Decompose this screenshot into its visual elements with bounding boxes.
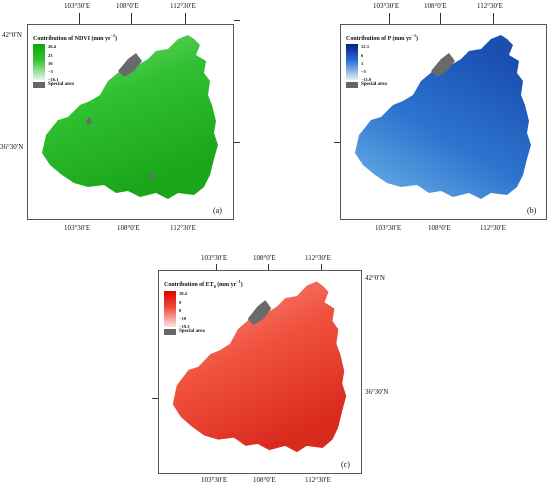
legend-value: 6 [361,53,364,58]
legend-ndvi: Contribution of NDVI (mm yr−1) 26.4 23 1… [33,33,117,90]
lon-label-bottom: 108°0′E [117,224,140,232]
legend-value: 0 [179,308,182,314]
legend-value: −10 [179,316,187,322]
legend-value: 9 [179,300,182,306]
tick [268,264,269,270]
lon-label-top: 112°30′E [170,2,196,10]
legend-value: 10 [48,61,53,66]
legend-title: Contribution of ET0 (mm yr−1) [164,279,243,290]
lon-label-top: 108°0′E [424,2,447,10]
legend-et0: Contribution of ET0 (mm yr−1) 18.4 9 0 −… [164,279,243,337]
special-area-swatch [164,329,176,336]
map-panel-a: Contribution of NDVI (mm yr−1) 26.4 23 1… [27,24,234,220]
panel-tag-a: (a) [213,206,222,215]
tick [334,142,340,143]
loess-plateau-et0-map [172,281,347,453]
panel-tag-b: (b) [527,206,537,215]
lon-label-top: 108°0′E [116,2,139,10]
legend-title: Contribution of NDVI (mm yr−1) [33,33,117,42]
legend-min-value: −19.3 [179,324,190,330]
lon-label-top: 103°30′E [64,2,91,10]
lon-label-top: 103°30′E [373,2,400,10]
lat-label-right: 42°0′N [365,274,385,282]
legend-value: 23 [48,53,53,58]
legend-value: −3 [48,69,53,74]
tick [321,264,322,270]
legend-value: −5 [361,69,366,74]
lon-label-top: 103°30′E [201,254,228,262]
special-area-label: Special area [179,329,205,335]
tick [440,13,441,24]
lon-label-bottom: 108°0′E [253,476,276,484]
legend-max-value: 18.4 [179,291,187,297]
map-panel-c: Contribution of ET0 (mm yr−1) 18.4 9 0 −… [158,270,362,474]
lon-label-top: 112°30′E [477,2,503,10]
tick [493,13,494,24]
legend-value: 1 [361,61,364,66]
tick [79,13,80,24]
loess-plateau-ndvi-map [42,35,218,199]
legend-max-value: 12.3 [361,44,369,49]
lon-label-bottom: 103°30′E [375,224,402,232]
legend-min-value: −16.1 [48,77,59,82]
legend-min-value: −11.0 [361,77,372,82]
tick [152,398,158,399]
map-panel-b: Contribution of P (mm yr−1) 12.3 6 1 −5 … [340,24,547,220]
special-area-swatch [346,82,358,88]
tick [389,13,390,24]
lon-label-bottom: 112°30′E [305,476,331,484]
lon-label-top: 112°30′E [305,254,331,262]
lon-label-bottom: 112°30′E [480,224,506,232]
legend-color-bar [164,291,176,328]
lat-label-left: 36°30′N [0,143,24,151]
tick [234,20,240,21]
lat-label-right: 36°30′N [365,388,389,396]
special-area-label: Special area [48,82,74,87]
legend-color-bar [33,44,45,80]
tick [185,13,186,24]
legend-title: Contribution of P (mm yr−1) [346,33,418,42]
lon-label-bottom: 103°30′E [64,224,91,232]
lon-label-bottom: 103°30′E [201,476,228,484]
special-area-swatch [33,82,45,88]
lat-label-left: 42°0′N [2,31,22,39]
legend-max-value: 26.4 [48,44,56,49]
tick [216,264,217,270]
loess-plateau-precip-map [355,35,531,199]
lon-label-top: 108°0′E [253,254,276,262]
lon-label-bottom: 108°0′E [428,224,451,232]
lon-label-bottom: 112°30′E [170,224,196,232]
legend-precip: Contribution of P (mm yr−1) 12.3 6 1 −5 … [346,33,418,90]
panel-tag-c: (c) [341,460,350,469]
special-area-label: Special area [361,82,387,87]
tick [234,142,240,143]
tick [131,13,132,24]
legend-color-bar [346,44,358,80]
